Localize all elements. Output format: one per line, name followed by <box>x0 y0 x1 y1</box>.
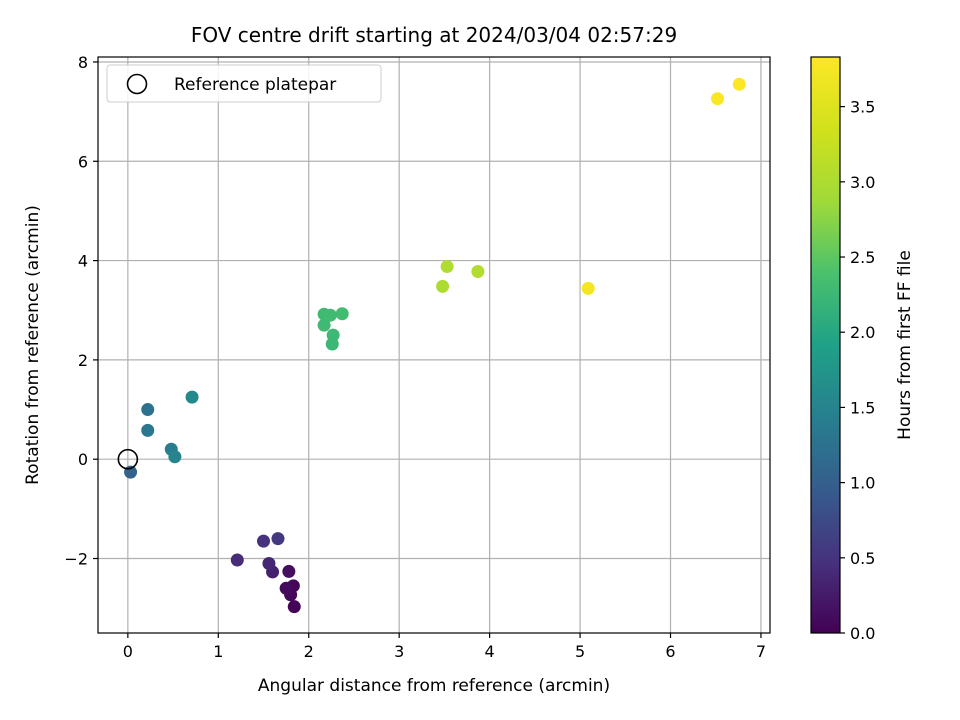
colorbar-tick-label: 2.5 <box>850 248 875 267</box>
colorbar-tick-label: 0.5 <box>850 549 875 568</box>
data-points <box>124 77 746 614</box>
plot-frame <box>97 56 771 634</box>
data-point <box>230 553 244 567</box>
colorbar-tick-label: 3.5 <box>850 98 875 117</box>
colorbar-gradient <box>810 56 841 634</box>
y-axis-label: Rotation from reference (arcmin) <box>23 205 43 485</box>
chart-title: FOV centre drift starting at 2024/03/04 … <box>191 23 677 47</box>
data-point <box>581 281 595 295</box>
data-point <box>325 337 339 351</box>
data-point <box>271 532 285 546</box>
y-tick-label: 2 <box>78 351 88 370</box>
colorbar-tick-label: 2.0 <box>850 323 875 342</box>
y-tick-label: 6 <box>78 152 88 171</box>
colorbar-tick-label: 3.0 <box>850 173 875 192</box>
x-tick-label: 7 <box>756 642 766 661</box>
x-tick-label: 1 <box>213 642 223 661</box>
y-tick-label: 0 <box>78 450 88 469</box>
data-point <box>732 77 746 91</box>
reference-platepar-marker <box>117 448 139 470</box>
y-ticks: −2 0 2 4 6 8 <box>64 53 98 569</box>
data-point <box>141 403 155 417</box>
legend-entry: Reference platepar <box>174 75 336 95</box>
x-ticks: 0 1 2 3 4 5 6 7 <box>123 633 766 661</box>
data-point <box>257 534 271 548</box>
colorbar-label: Hours from first FF file <box>895 250 915 440</box>
data-point <box>168 450 182 464</box>
x-tick-label: 2 <box>304 642 314 661</box>
x-tick-label: 6 <box>665 642 675 661</box>
data-point <box>471 265 485 279</box>
y-tick-label: 4 <box>78 252 88 271</box>
x-tick-label: 5 <box>575 642 585 661</box>
data-point <box>279 581 293 595</box>
data-point <box>317 318 331 332</box>
x-tick-label: 0 <box>123 642 133 661</box>
colorbar-ticks: 0.0 0.5 1.0 1.5 2.0 2.5 3.0 3.5 <box>840 98 875 643</box>
data-point <box>436 279 450 293</box>
legend-marker <box>126 73 148 95</box>
data-point <box>282 564 296 578</box>
x-tick-label: 3 <box>394 642 404 661</box>
grid-lines <box>98 57 770 633</box>
data-point <box>185 390 199 404</box>
x-tick-label: 4 <box>485 642 495 661</box>
colorbar-tick-label: 1.0 <box>850 474 875 493</box>
data-point <box>711 92 725 106</box>
colorbar: 0.0 0.5 1.0 1.5 2.0 2.5 3.0 3.5 Hours from firs… <box>810 56 915 643</box>
data-point <box>262 556 276 570</box>
legend: Reference platepar <box>106 64 382 103</box>
y-tick-label: 8 <box>78 53 88 72</box>
data-point <box>287 600 301 614</box>
data-point <box>141 423 155 437</box>
data-point <box>323 308 337 322</box>
x-axis-label: Angular distance from reference (arcmin) <box>258 676 610 696</box>
data-point <box>440 260 454 274</box>
colorbar-tick-label: 0.0 <box>850 624 875 643</box>
data-point <box>335 307 349 321</box>
legend-box <box>106 64 382 103</box>
colorbar-tick-label: 1.5 <box>850 398 875 417</box>
y-tick-label: −2 <box>64 550 88 569</box>
